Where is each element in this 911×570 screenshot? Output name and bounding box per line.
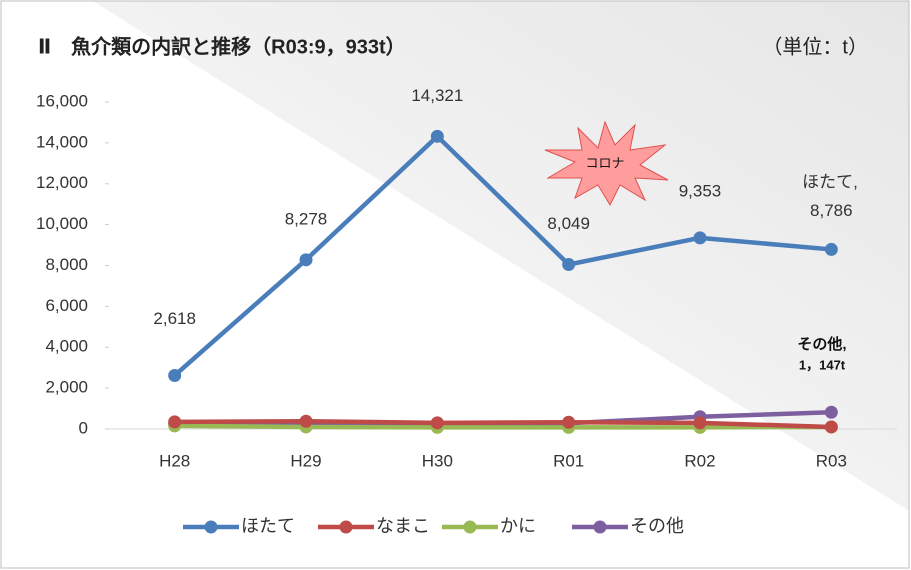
point bbox=[562, 257, 576, 271]
x-tick-label: R03 bbox=[816, 451, 847, 470]
point bbox=[299, 414, 313, 428]
annotation: その他, bbox=[797, 335, 846, 353]
point bbox=[430, 129, 444, 143]
point bbox=[693, 416, 707, 430]
point bbox=[168, 368, 182, 382]
legend-marker bbox=[339, 520, 353, 534]
legend-marker bbox=[204, 520, 218, 534]
chart-title: Ⅱ 魚介類の内訳と推移（R03:9，933t） bbox=[38, 34, 406, 58]
legend-label: その他 bbox=[630, 516, 684, 536]
series-line bbox=[174, 423, 832, 430]
point bbox=[693, 231, 707, 245]
data-label: 14,321 bbox=[411, 86, 463, 105]
point bbox=[824, 405, 838, 419]
point bbox=[824, 420, 838, 434]
series-line bbox=[173, 134, 832, 378]
x-tick-label: H28 bbox=[159, 451, 190, 470]
point bbox=[168, 415, 182, 429]
x-tick-label: H29 bbox=[290, 451, 321, 470]
legend-marker bbox=[463, 520, 477, 534]
y-tick-label: 8,000 bbox=[45, 255, 88, 274]
corona-burst bbox=[544, 120, 669, 207]
y-tick-label: 6,000 bbox=[45, 296, 88, 315]
x-tick-label: R01 bbox=[553, 451, 584, 470]
y-tick-label: 12,000 bbox=[36, 173, 88, 192]
point bbox=[824, 242, 838, 256]
point bbox=[299, 253, 313, 267]
legend-marker bbox=[593, 520, 607, 534]
annotation: 1，147t bbox=[799, 357, 846, 372]
data-label: 9,353 bbox=[679, 181, 722, 200]
annotation: ほたて, bbox=[802, 172, 858, 191]
unit-label: （単位：t） bbox=[762, 35, 868, 58]
x-tick-label: H30 bbox=[422, 451, 453, 470]
y-tick-label: 14,000 bbox=[36, 132, 88, 151]
legend-label: ほたて bbox=[241, 516, 295, 536]
point bbox=[562, 415, 576, 429]
x-tick-label: R02 bbox=[684, 451, 715, 470]
data-label: 8,278 bbox=[285, 209, 328, 228]
series-line bbox=[174, 418, 832, 430]
y-tick-label: 16,000 bbox=[36, 91, 88, 110]
data-label: 2,618 bbox=[153, 309, 196, 328]
annotation: コロナ bbox=[585, 155, 624, 170]
y-tick-label: 0 bbox=[79, 418, 88, 437]
data-label: 8,786 bbox=[810, 201, 853, 220]
data-label: 8,049 bbox=[547, 214, 590, 233]
y-tick-label: 4,000 bbox=[45, 337, 88, 356]
legend-label: かに bbox=[500, 516, 536, 536]
y-tick-label: 2,000 bbox=[45, 378, 88, 397]
point bbox=[430, 416, 444, 430]
legend-label: なまこ bbox=[376, 516, 430, 536]
y-tick-label: 10,000 bbox=[36, 214, 88, 233]
